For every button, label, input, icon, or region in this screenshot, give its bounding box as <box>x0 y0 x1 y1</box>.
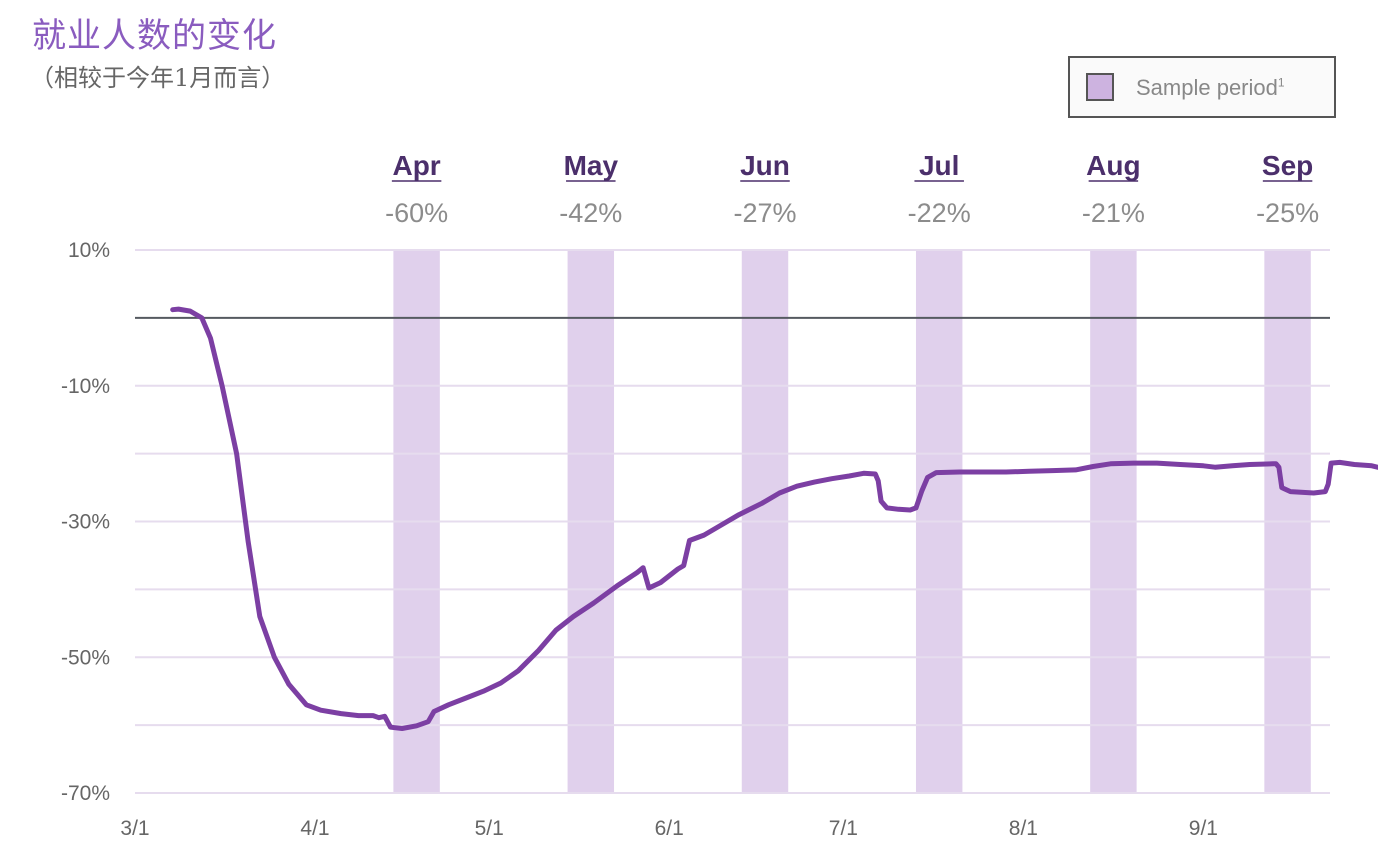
month-value-aug: -21% <box>1082 198 1145 228</box>
x-tick-label: 5/1 <box>475 817 504 840</box>
legend-swatch <box>1086 73 1114 101</box>
gridlines <box>135 249 1330 794</box>
x-tick-label: 6/1 <box>655 817 684 840</box>
month-label-jun: Jun <box>740 150 790 181</box>
legend-label: Sample period1 <box>1136 75 1285 101</box>
x-tick-label: 9/1 <box>1189 817 1218 840</box>
month-label-aug: Aug <box>1086 150 1140 181</box>
month-value-sep: -25% <box>1256 198 1319 228</box>
chart-title: 就业人数的变化 <box>32 16 277 56</box>
y-tick-label: -70% <box>61 782 110 805</box>
x-tick-label: 4/1 <box>300 817 329 840</box>
month-label-sep: Sep <box>1262 150 1313 181</box>
sample-period-labels: Apr -60% May -42% Jun -27% Jul -22% Aug -21% Sep -2… <box>385 150 1319 228</box>
x-tick-label: 8/1 <box>1009 817 1038 840</box>
month-value-jul: -22% <box>908 198 971 228</box>
x-tick-label: 7/1 <box>829 817 858 840</box>
x-axis-ticks: 3/1 4/1 5/1 6/1 7/1 8/1 9/1 <box>120 817 1218 840</box>
y-tick-label: -30% <box>61 511 110 534</box>
legend-footnote-mark: 1 <box>1277 75 1285 90</box>
y-axis-ticks: 10% -10% -30% -50% -70% <box>61 239 110 805</box>
chart-subtitle: （相较于今年1月而言） <box>30 64 286 92</box>
x-tick-label: 3/1 <box>120 817 149 840</box>
series-group <box>170 306 1378 731</box>
legend-label-text: Sample period <box>1136 75 1278 100</box>
month-value-apr: -60% <box>385 198 448 228</box>
y-tick-label: -10% <box>61 375 110 398</box>
month-label-apr: Apr <box>392 150 440 181</box>
series-line <box>170 306 1378 731</box>
legend: Sample period1 <box>1068 56 1336 118</box>
y-tick-label: 10% <box>68 239 110 262</box>
month-value-may: -42% <box>559 198 622 228</box>
month-label-jul: Jul <box>919 150 959 181</box>
month-value-jun: -27% <box>733 198 796 228</box>
month-label-may: May <box>564 150 619 181</box>
y-tick-label: -50% <box>61 646 110 669</box>
